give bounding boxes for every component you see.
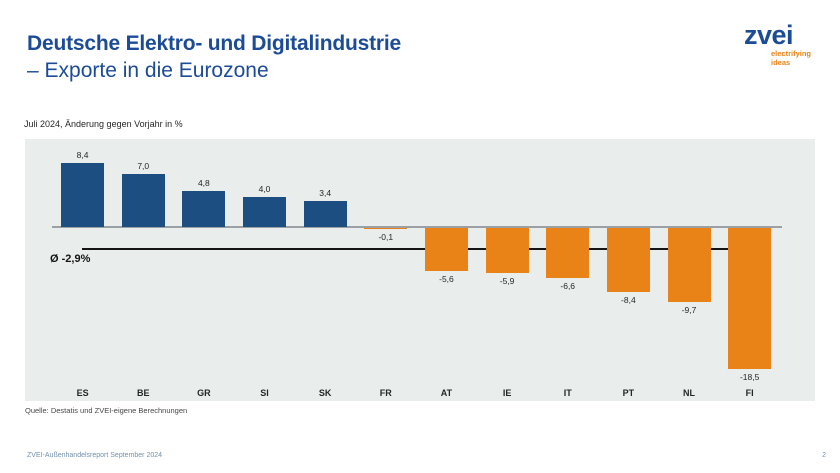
bar-BE	[121, 173, 165, 227]
bar-PT	[606, 228, 650, 292]
source-note: Quelle: Destatis und ZVEI-eigene Berechn…	[25, 406, 188, 415]
bar-GR	[182, 190, 226, 227]
bar-value-label-SI: 4,0	[258, 183, 271, 194]
bar-category-label-AT: AT	[440, 388, 453, 398]
bar-category-label-NL: NL	[683, 388, 695, 398]
bar-value-label-ES: 8,4	[76, 150, 89, 161]
bar-value-label-PT: -8,4	[621, 294, 636, 305]
zvei-logo-tagline-line2: ideas	[771, 57, 791, 67]
zvei-logo-wordmark: zvei	[744, 20, 794, 50]
bar-value-label-SK: 3,4	[319, 188, 332, 199]
bar-category-label-ES: ES	[76, 388, 89, 398]
bar-value-label-FR: -0,1	[378, 232, 394, 242]
bar-value-label-AT: -5,6	[439, 273, 454, 284]
bar-category-label-IT: IT	[563, 388, 572, 398]
bar-SK	[303, 201, 347, 227]
bar-category-label-FR: FR	[379, 388, 392, 398]
bar-value-label-FI: -18,5	[739, 371, 760, 382]
bar-value-label-IT: -6,6	[560, 281, 576, 292]
bar-FR	[364, 228, 408, 229]
average-line	[82, 248, 750, 250]
bar-category-label-SI: SI	[260, 388, 269, 398]
zero-axis-line	[52, 226, 782, 228]
chart-subtitle: Juli 2024, Änderung gegen Vorjahr in %	[24, 119, 183, 129]
bar-value-label-IE: -5,9	[499, 275, 515, 286]
bar-value-label-NL: -9,7	[681, 304, 697, 315]
bar-category-label-BE: BE	[136, 388, 150, 398]
bar-IE	[485, 228, 529, 273]
bar-NL	[667, 228, 711, 302]
footer-page-number: 2	[822, 452, 826, 459]
bar-ES	[61, 163, 105, 227]
bar-category-label-PT: PT	[622, 388, 635, 398]
zvei-logo: zvei electrifying ideas	[744, 22, 824, 67]
bar-FI	[728, 228, 772, 369]
zvei-logo-tagline: electrifying ideas	[771, 49, 824, 67]
bar-IT	[546, 228, 590, 279]
bar-value-label-GR: 4,8	[197, 177, 210, 188]
bar-category-label-FI: FI	[745, 388, 754, 398]
bar-AT	[424, 228, 468, 271]
bar-category-label-GR: GR	[197, 388, 211, 398]
bar-SI	[243, 196, 287, 227]
average-label: Ø -2,9%	[50, 253, 91, 265]
bar-category-label-IE: IE	[502, 388, 512, 398]
bar-chart: Ø -2,9% 8,4 ES 7,0 BE 4,8 GR 4,0 SI 3,4 SK -0,1 FR -…	[25, 139, 815, 401]
footer-report-name: ZVEI-Außenhandelsreport September 2024	[27, 452, 163, 459]
page-title-line1: Deutsche Elektro- und Digitalindustrie	[27, 32, 401, 55]
bar-value-label-BE: 7,0	[137, 160, 150, 171]
zvei-logo-tagline-line1: electrifying	[771, 49, 812, 58]
page-title-line2: – Exporte in die Eurozone	[27, 59, 269, 82]
bar-category-label-SK: SK	[318, 388, 332, 398]
